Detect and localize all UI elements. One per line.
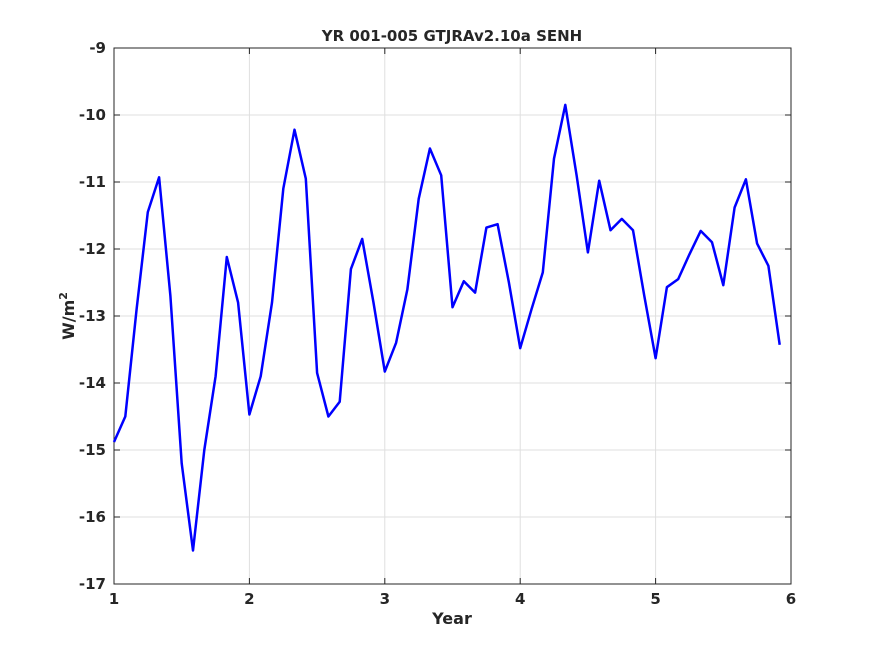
y-tick-label: -9 [89, 39, 106, 57]
y-axis-title-base: W/m [59, 300, 78, 340]
x-axis-title: Year [431, 609, 472, 628]
chart-title: YR 001-005 GTJRAv2.10a SENH [321, 27, 582, 45]
x-tick-label: 6 [786, 590, 796, 608]
x-tick-label: 2 [244, 590, 254, 608]
grid-lines [114, 48, 791, 584]
y-tick-label: -13 [79, 307, 106, 325]
y-tick-label: -11 [79, 173, 106, 191]
ticks: 1 2 3 4 5 6 -9 -10 -11 -12 -13 -14 -15 -16 -17 [79, 39, 796, 608]
y-tick-label: -15 [79, 441, 106, 459]
y-axis-title-superscript: 2 [57, 292, 70, 300]
series-line [112, 103, 781, 552]
y-tick-label: -14 [79, 374, 106, 392]
y-tick-label: -16 [79, 508, 106, 526]
series-layer [112, 103, 781, 552]
y-axis-title: W/m2 [57, 292, 78, 340]
x-tick-label: 1 [109, 590, 119, 608]
y-tick-label: -12 [79, 240, 106, 258]
y-tick-label: -10 [79, 106, 106, 124]
y-tick-label: -17 [79, 575, 106, 593]
x-tick-label: 4 [515, 590, 525, 608]
x-tick-label: 5 [650, 590, 660, 608]
x-tick-label: 3 [380, 590, 390, 608]
